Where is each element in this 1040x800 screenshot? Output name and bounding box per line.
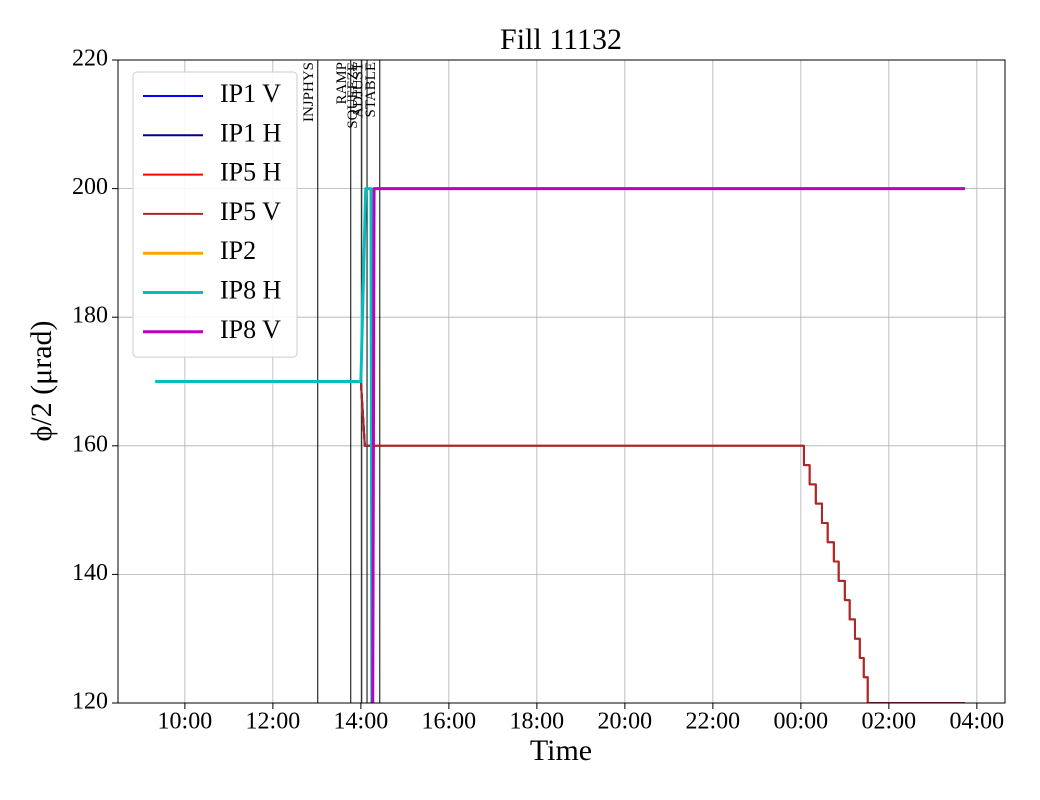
series-line: [371, 187, 965, 703]
legend-label: IP1 H: [220, 118, 282, 147]
legend-label: IP8 V: [220, 315, 281, 344]
y-tick-label: 180: [72, 303, 108, 329]
series-line: [155, 380, 965, 703]
x-tick-label: 22:00: [686, 709, 741, 735]
legend-label: IP2: [220, 236, 256, 265]
event-label: ADJUST: [350, 62, 366, 118]
x-tick-label: 12:00: [246, 709, 301, 735]
chart-title: Fill 11132: [500, 23, 622, 56]
x-axis-label: Time: [530, 734, 592, 767]
y-axis-label: ϕ/2 (μrad): [25, 321, 58, 442]
x-tick-label: 16:00: [422, 709, 477, 735]
legend-label: IP1 V: [220, 79, 281, 108]
event-label: SQUEEZE: [345, 62, 361, 129]
x-tick-label: 20:00: [598, 709, 653, 735]
x-tick-label: 18:00: [510, 709, 565, 735]
x-tick-label: 02:00: [862, 709, 917, 735]
lines: [155, 187, 965, 703]
series-line: [155, 380, 373, 703]
legend-label: IP5 H: [220, 158, 282, 187]
series-line: [155, 380, 965, 703]
x-tick-label: 14:00: [334, 709, 389, 735]
plot-frame: [117, 59, 1006, 704]
x-tick-label: 04:00: [950, 709, 1005, 735]
y-tick-label: 120: [72, 689, 108, 715]
event-label: RAMP: [334, 62, 350, 105]
legend-label: IP8 H: [220, 275, 282, 304]
y-tick-label: 140: [72, 560, 108, 586]
event-label: INJPHYS: [301, 62, 317, 122]
y-tick-label: 160: [72, 431, 108, 457]
legend-label: IP5 V: [220, 197, 281, 226]
y-tick-label: 200: [72, 174, 108, 200]
event-label: STABLE: [363, 62, 379, 117]
y-tick-label: 220: [72, 46, 108, 72]
legend: IP1 V IP1 H IP5 H IP5 V IP2 IP8 H IP8 V: [132, 71, 298, 358]
x-tick-label: 00:00: [774, 709, 829, 735]
series-line: [155, 380, 373, 703]
x-tick-label: 10:00: [158, 709, 213, 735]
legend-box: [132, 71, 298, 358]
series-line: [155, 187, 374, 703]
